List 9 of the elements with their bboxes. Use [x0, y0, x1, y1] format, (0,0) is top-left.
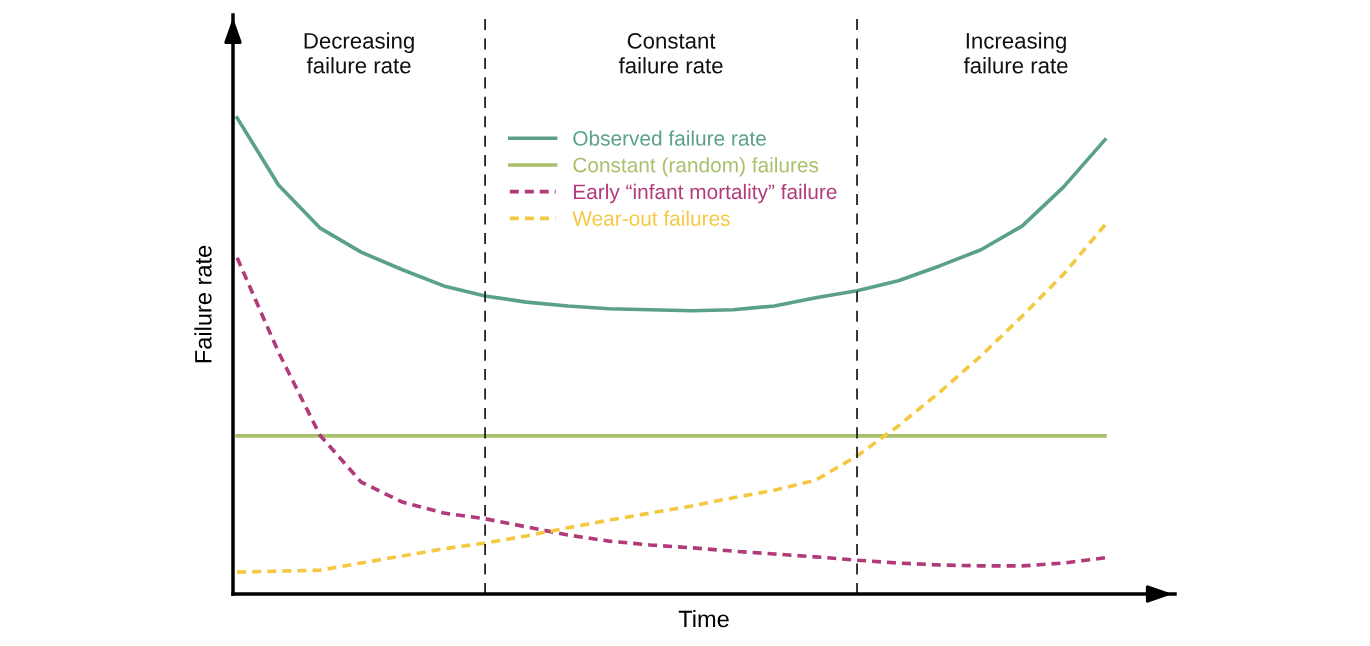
- text: Decreasing failure rate: [304, 32, 414, 74]
- legend-label: Wear-out failures: [572, 210, 730, 226]
- y-axis-title: Failure rate: [194, 245, 212, 363]
- text: Constant failure rate: [618, 32, 723, 74]
- text: Increasing failure rate: [963, 32, 1068, 74]
- legend-label: Observed failure rate: [573, 130, 766, 146]
- x-axis-title: Time: [678, 609, 729, 628]
- legend-label: Early “infant mortality” failure: [574, 183, 837, 204]
- legend-label: Constant (random) failures: [573, 157, 819, 177]
